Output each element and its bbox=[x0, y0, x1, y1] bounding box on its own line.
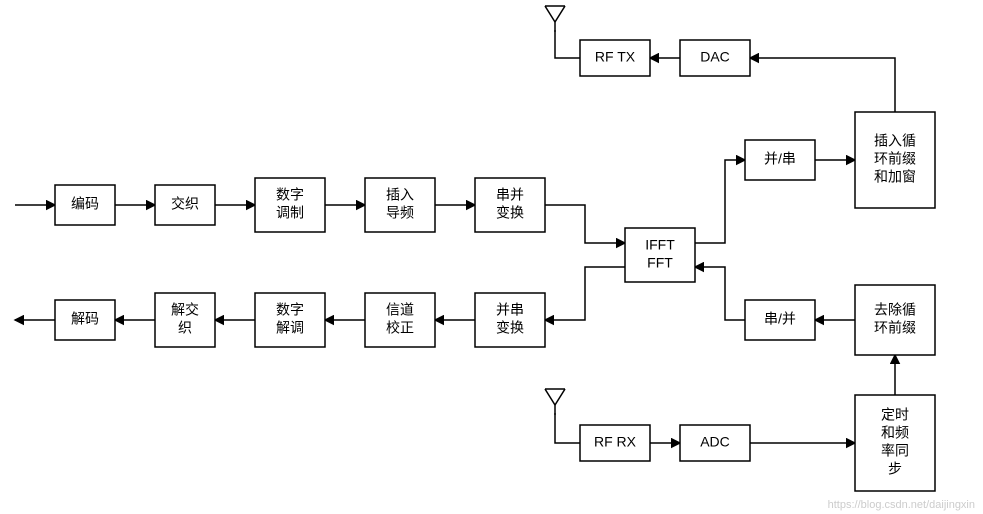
node-digmod-label-0: 数字 bbox=[276, 187, 304, 203]
node-pilot-label-1: 导频 bbox=[386, 205, 414, 221]
node-encode-label-0: 编码 bbox=[71, 196, 99, 212]
node-adc-label-0: ADC bbox=[700, 434, 730, 450]
node-rftx-label-0: RF TX bbox=[595, 49, 636, 65]
edge-sp-to-ifft bbox=[545, 205, 625, 243]
node-sync-label-2: 率同 bbox=[881, 443, 909, 459]
node-sync-label-0: 定时 bbox=[881, 407, 909, 423]
node-interleave-label-0: 交织 bbox=[171, 196, 199, 212]
node-equalize-label-0: 信道 bbox=[386, 302, 414, 318]
ofdm-block-diagram: 编码交织数字调制插入导频串并变换IFFTFFT并/串插入循环前缀和加窗DACRF… bbox=[0, 0, 983, 514]
node-encode: 编码 bbox=[55, 185, 115, 225]
node-sync-label-3: 步 bbox=[888, 461, 902, 477]
node-digmod-label-1: 调制 bbox=[276, 205, 304, 221]
node-deinter: 解交织 bbox=[155, 293, 215, 347]
node-digmod: 数字调制 bbox=[255, 178, 325, 232]
node-cp_rem: 去除循环前缀 bbox=[855, 285, 935, 355]
node-sp-label-1: 变换 bbox=[496, 205, 524, 221]
node-ps2: 并串变换 bbox=[475, 293, 545, 347]
node-ifft: IFFT FFT bbox=[625, 228, 695, 282]
node-cp_add-label-2: 和加窗 bbox=[874, 169, 916, 185]
node-rfrx: RF RX bbox=[580, 425, 650, 461]
node-cp_rem-label-1: 环前缀 bbox=[874, 320, 916, 336]
node-equalize-label-1: 校正 bbox=[386, 320, 414, 336]
node-decode: 解码 bbox=[55, 300, 115, 340]
node-adc: ADC bbox=[680, 425, 750, 461]
node-digdemod-label-1: 解调 bbox=[276, 320, 304, 336]
node-digdemod-label-0: 数字 bbox=[276, 302, 304, 318]
node-ifft-label-1: FFT bbox=[647, 255, 673, 271]
node-decode-label-0: 解码 bbox=[71, 311, 99, 327]
node-ps2-label-0: 并串 bbox=[496, 302, 524, 318]
node-ps2-label-1: 变换 bbox=[496, 320, 524, 336]
node-deinter-label-1: 织 bbox=[178, 320, 192, 336]
node-sp2-label-0: 串/并 bbox=[764, 311, 796, 327]
node-cp_add: 插入循环前缀和加窗 bbox=[855, 112, 935, 208]
node-pilot-label-0: 插入 bbox=[386, 187, 414, 203]
node-sync-label-1: 和频 bbox=[881, 425, 909, 441]
node-ps1-label-0: 并/串 bbox=[764, 151, 796, 167]
node-equalize: 信道校正 bbox=[365, 293, 435, 347]
node-sp2: 串/并 bbox=[745, 300, 815, 340]
node-deinter-label-0: 解交 bbox=[171, 302, 199, 318]
node-sp: 串并变换 bbox=[475, 178, 545, 232]
node-ifft-label-0: IFFT bbox=[645, 237, 675, 253]
node-ps1: 并/串 bbox=[745, 140, 815, 180]
node-digdemod: 数字解调 bbox=[255, 293, 325, 347]
node-dac: DAC bbox=[680, 40, 750, 76]
watermark: https://blog.csdn.net/daijingxin bbox=[828, 499, 975, 511]
edge-ifft-to-ps1 bbox=[695, 160, 745, 243]
node-rftx: RF TX bbox=[580, 40, 650, 76]
node-rfrx-label-0: RF RX bbox=[594, 434, 637, 450]
node-sync: 定时和频率同步 bbox=[855, 395, 935, 491]
antenna-icon-ant_rx bbox=[545, 389, 565, 415]
edge-rftx-to-ant_tx bbox=[555, 30, 580, 58]
node-pilot: 插入导频 bbox=[365, 178, 435, 232]
node-cp_add-label-1: 环前缀 bbox=[874, 151, 916, 167]
node-sp-label-0: 串并 bbox=[496, 187, 524, 203]
node-cp_rem-label-0: 去除循 bbox=[874, 302, 916, 318]
node-interleave: 交织 bbox=[155, 185, 215, 225]
antenna-icon-ant_tx bbox=[545, 6, 565, 32]
edge-ifft-to-ps2 bbox=[545, 267, 625, 320]
edge-sp2-to-ifft bbox=[695, 267, 745, 320]
node-cp_add-label-0: 插入循 bbox=[874, 133, 916, 149]
edge-ant_rx-to-rfrx bbox=[555, 413, 580, 443]
node-dac-label-0: DAC bbox=[700, 49, 730, 65]
edge-cp_add-to-dac bbox=[750, 58, 895, 112]
